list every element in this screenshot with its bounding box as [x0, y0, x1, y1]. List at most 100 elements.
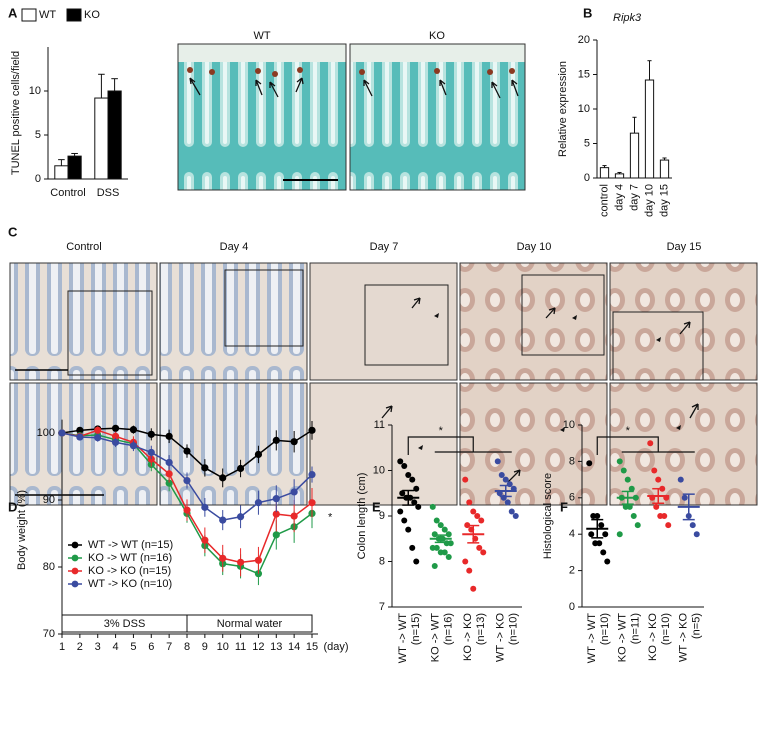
marker [94, 434, 102, 442]
y-axis-label: Histological score [542, 473, 554, 559]
data-point [470, 508, 477, 515]
data-point [634, 522, 641, 529]
data-point [498, 472, 505, 479]
data-point [411, 499, 418, 506]
bar [614, 173, 625, 179]
micrograph-label: KO [429, 30, 445, 42]
marker [58, 429, 66, 437]
legend-marker [71, 580, 79, 588]
marker [183, 476, 191, 485]
y-tick-label: 0 [584, 172, 590, 184]
legend-marker [71, 554, 79, 562]
data-point [480, 549, 487, 556]
x-tick-label: WT -> WT [397, 613, 409, 663]
marker [111, 432, 120, 440]
x-tick-label: 8 [184, 641, 190, 653]
data-point [399, 490, 406, 497]
bar [659, 159, 670, 179]
data-point [441, 526, 448, 533]
data-point [655, 476, 662, 483]
y-tick-label: 10 [373, 464, 385, 476]
x-tick-label: KO -> KO [462, 613, 474, 661]
significance: * [626, 425, 631, 437]
data-point [494, 458, 501, 465]
marker [201, 464, 209, 472]
data-point [604, 558, 611, 565]
y-axis-label: Relative expression [557, 61, 569, 157]
phase-label: 3% DSS [104, 618, 146, 630]
legend-label: WT [39, 9, 56, 21]
marker [219, 516, 227, 524]
y-tick-label: 5 [584, 137, 590, 149]
micrograph-label: Control [66, 241, 101, 253]
marker [254, 450, 263, 459]
x-tick-label: 1 [59, 641, 65, 653]
legend-label: WT -> KO (n=10) [88, 578, 172, 590]
x-tick-label: day 7 [628, 184, 640, 211]
data-point [677, 476, 684, 483]
legend-label: KO -> WT (n=16) [88, 552, 172, 564]
x-tick-label: day 4 [613, 184, 625, 211]
marker [201, 503, 209, 511]
n-label: (n=10) [660, 613, 672, 645]
marker [183, 506, 191, 514]
bar [599, 167, 610, 179]
y-tick-label: 90 [43, 494, 55, 506]
data-point [470, 585, 477, 592]
phase-label: Normal water [217, 618, 283, 630]
marker [254, 570, 263, 578]
data-point [681, 494, 688, 501]
data-point [653, 503, 660, 510]
x-tick-label: control [598, 184, 610, 217]
bar [644, 79, 655, 179]
data-point [405, 472, 412, 479]
y-tick-label: 10 [563, 419, 575, 431]
marker [219, 554, 227, 562]
data-point [602, 531, 609, 538]
y-tick-label: 80 [43, 561, 55, 573]
data-point [630, 513, 637, 519]
marker [94, 426, 102, 434]
panel-label: F [560, 499, 568, 514]
bar [107, 90, 122, 180]
data-point [588, 531, 595, 538]
x-tick-label: 5 [130, 641, 136, 653]
data-point [433, 517, 440, 524]
x-tick-label: KO -> KO [647, 613, 659, 661]
x-tick-label: WT -> WT [586, 613, 598, 663]
y-axis-label: Body weight (%) [16, 490, 28, 570]
x-tick-label: day 15 [658, 184, 670, 217]
marker [165, 458, 173, 467]
data-point [502, 476, 509, 483]
y-tick-label: 70 [43, 628, 55, 640]
bar [54, 165, 69, 180]
data-point [415, 503, 422, 510]
x-tick-label: KO -> WT [430, 613, 442, 662]
data-point [401, 462, 408, 469]
data-point [616, 458, 623, 465]
x-tick-label: Control [50, 187, 85, 199]
x-tick-label: WT -> KO [678, 613, 690, 662]
y-tick-label: 100 [37, 427, 55, 439]
phase-box [186, 614, 313, 633]
y-tick-label: 0 [569, 601, 575, 613]
panel-label: C [8, 224, 18, 239]
data-point [693, 531, 700, 538]
y-tick-label: 20 [578, 34, 590, 46]
marker [290, 512, 298, 520]
marker [272, 436, 280, 444]
data-point [600, 549, 607, 556]
x-tick-label: 14 [288, 641, 300, 653]
significance-bracket [596, 436, 695, 455]
marker [290, 438, 298, 446]
data-point [429, 503, 436, 510]
n-label: (n=10) [599, 613, 611, 645]
n-label: (n=5) [691, 613, 703, 639]
x-tick-label: KO -> WT [617, 613, 629, 662]
data-point [413, 558, 420, 565]
marker [165, 470, 173, 478]
data-point [661, 513, 668, 519]
legend-swatch [21, 8, 37, 22]
legend-swatch [66, 8, 82, 22]
